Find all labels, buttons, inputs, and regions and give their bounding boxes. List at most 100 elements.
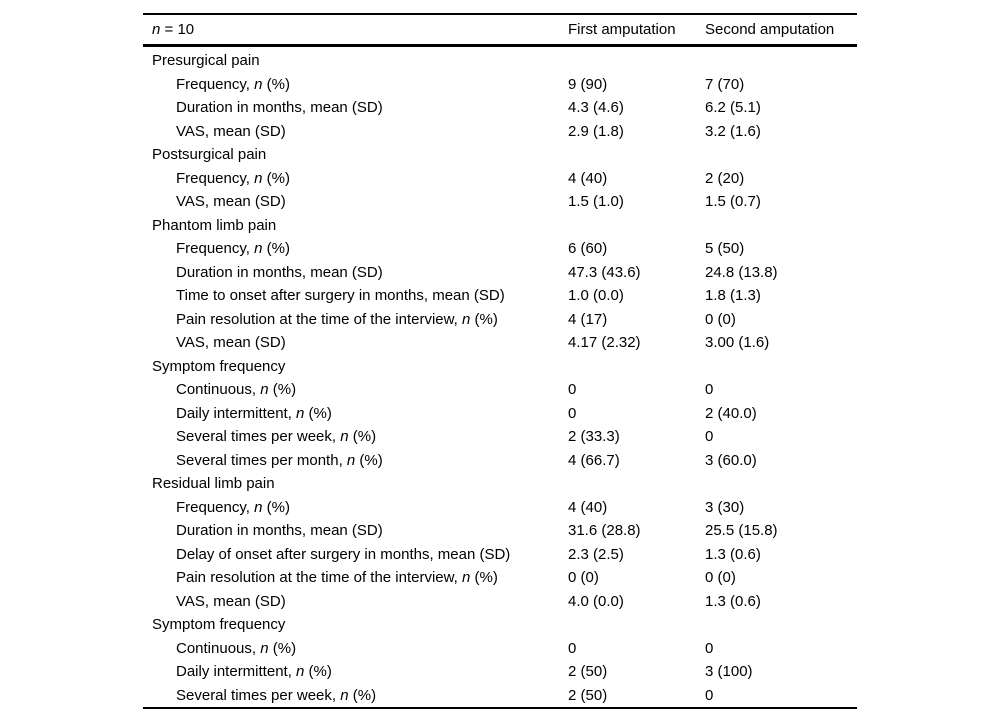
cell-second-amputation: 3 (30)	[705, 498, 745, 516]
cell-second-amputation: 24.8 (13.8)	[705, 263, 778, 281]
table-row: Frequency, n (%) 6 (60) 5 (50)	[143, 237, 857, 261]
table-row: Frequency, n (%) 4 (40) 3 (30)	[143, 496, 857, 520]
cell-second-amputation: 1.3 (0.6)	[705, 545, 761, 563]
row-label-text: Phantom limb pain	[152, 216, 277, 234]
cell-first-amputation: 4 (66.7)	[568, 451, 620, 469]
row-label: Postsurgical pain	[143, 147, 568, 162]
cell-first-amputation: 0	[568, 639, 577, 657]
cell-second-amputation: 0	[705, 381, 714, 399]
cell-first-amputation: 4 (17)	[568, 310, 608, 328]
row-label-text: VAS, mean (SD)	[176, 334, 286, 352]
table-header-row: n = 10 First amputation Second amputatio…	[143, 13, 857, 47]
section-row: Presurgical pain	[143, 49, 857, 73]
cell-first-amputation: 4 (40)	[568, 498, 608, 516]
row-label-suffix: (%)	[304, 404, 332, 422]
row-label-text: Frequency,	[176, 169, 255, 187]
row-label-text: Pain resolution at the time of the inter…	[176, 569, 462, 587]
cell-second-amputation: 0	[705, 639, 714, 657]
row-label: VAS, mean (SD)	[143, 335, 568, 350]
cell-second-amputation: 0	[705, 686, 714, 704]
row-label-text: Continuous,	[176, 639, 261, 657]
cell-first-amputation: 2 (50)	[568, 686, 608, 704]
header-second-amputation: Second amputation	[705, 21, 835, 38]
table-row: Pain resolution at the time of the inter…	[143, 566, 857, 590]
table-row: Daily intermittent, n (%) 2 (50) 3 (100)	[143, 660, 857, 684]
row-label-text: Frequency,	[176, 498, 255, 516]
cell-first-amputation: 1.5 (1.0)	[568, 193, 624, 211]
cell-second-amputation: 6.2 (5.1)	[705, 99, 761, 117]
row-label-italic-n: n	[260, 381, 269, 399]
row-label-italic-n: n	[462, 310, 471, 328]
row-label: Presurgical pain	[143, 53, 568, 68]
cell-first-amputation: 4.0 (0.0)	[568, 592, 624, 610]
row-label: Time to onset after surgery in months, m…	[143, 288, 568, 303]
cell-first-amputation: 2 (33.3)	[568, 428, 620, 446]
row-label-suffix: (%)	[348, 686, 377, 704]
cell-first-amputation: 6 (60)	[568, 240, 608, 258]
cell-first-amputation: 0	[568, 381, 577, 399]
table-row: VAS, mean (SD) 4.17 (2.32) 3.00 (1.6)	[143, 331, 857, 355]
row-label-italic-n: n	[296, 663, 305, 681]
cell-second-amputation: 2 (20)	[705, 169, 745, 187]
section-row: Residual limb pain	[143, 472, 857, 496]
row-label: VAS, mean (SD)	[143, 194, 568, 209]
row-label-text: Presurgical pain	[152, 52, 260, 70]
cell-second-amputation: 7 (70)	[705, 75, 745, 93]
row-label-italic-n: n	[254, 240, 263, 258]
table-row: Pain resolution at the time of the inter…	[143, 308, 857, 332]
row-label-text: Postsurgical pain	[152, 146, 267, 164]
row-label: Continuous, n (%)	[143, 382, 568, 397]
row-label-text: Pain resolution at the time of the inter…	[176, 310, 462, 328]
row-label: VAS, mean (SD)	[143, 594, 568, 609]
row-label-text: Daily intermittent,	[176, 663, 297, 681]
section-row: Symptom frequency	[143, 613, 857, 637]
table-row: Duration in months, mean (SD) 47.3 (43.6)…	[143, 261, 857, 285]
row-label: Several times per week, n (%)	[143, 429, 568, 444]
row-label: Daily intermittent, n (%)	[143, 664, 568, 679]
row-label-text: Symptom frequency	[152, 616, 286, 634]
cell-second-amputation: 25.5 (15.8)	[705, 522, 778, 540]
cell-second-amputation: 2 (40.0)	[705, 404, 757, 422]
cell-first-amputation: 2 (50)	[568, 663, 608, 681]
row-label: Duration in months, mean (SD)	[143, 100, 568, 115]
row-label-text: Several times per week,	[176, 686, 341, 704]
table-row: Frequency, n (%) 9 (90) 7 (70)	[143, 73, 857, 97]
row-label-text: Time to onset after surgery in months, m…	[176, 287, 505, 305]
row-label-suffix: (%)	[262, 169, 290, 187]
row-label-italic-n: n	[340, 428, 349, 446]
cell-second-amputation: 5 (50)	[705, 240, 745, 258]
table-row: Frequency, n (%) 4 (40) 2 (20)	[143, 167, 857, 191]
table-body: Presurgical pain Frequency, n (%) 9 (90) 7 …	[143, 47, 857, 709]
row-label: Residual limb pain	[143, 476, 568, 491]
cell-second-amputation: 3 (60.0)	[705, 451, 757, 469]
cell-second-amputation: 1.5 (0.7)	[705, 193, 761, 211]
cell-first-amputation: 2.9 (1.8)	[568, 122, 624, 140]
section-row: Symptom frequency	[143, 355, 857, 379]
row-label-italic-n: n	[260, 639, 269, 657]
cell-first-amputation: 0 (0)	[568, 569, 599, 587]
section-row: Postsurgical pain	[143, 143, 857, 167]
row-label-text: Duration in months, mean (SD)	[176, 522, 383, 540]
row-label: Frequency, n (%)	[143, 500, 568, 515]
row-label-text: Frequency,	[176, 240, 255, 258]
row-label: Duration in months, mean (SD)	[143, 265, 568, 280]
table-row: VAS, mean (SD) 1.5 (1.0) 1.5 (0.7)	[143, 190, 857, 214]
row-label-text: VAS, mean (SD)	[176, 592, 286, 610]
table-row: Continuous, n (%) 0 0	[143, 637, 857, 661]
header-sample-size-value: = 10	[160, 21, 195, 38]
row-label: Frequency, n (%)	[143, 171, 568, 186]
table-row: Several times per week, n (%) 2 (50) 0	[143, 684, 857, 708]
row-label: Phantom limb pain	[143, 218, 568, 233]
row-label-suffix: (%)	[268, 381, 297, 399]
row-label-suffix: (%)	[262, 75, 290, 93]
cell-first-amputation: 4.3 (4.6)	[568, 99, 624, 117]
row-label-suffix: (%)	[348, 428, 377, 446]
row-label-italic-n: n	[296, 404, 305, 422]
row-label-italic-n: n	[254, 498, 263, 516]
row-label-suffix: (%)	[304, 663, 332, 681]
row-label: Pain resolution at the time of the inter…	[143, 570, 568, 585]
table-row: Duration in months, mean (SD) 4.3 (4.6) 6.…	[143, 96, 857, 120]
row-label-text: Delay of onset after surgery in months, …	[176, 545, 511, 563]
table-row: Time to onset after surgery in months, m…	[143, 284, 857, 308]
